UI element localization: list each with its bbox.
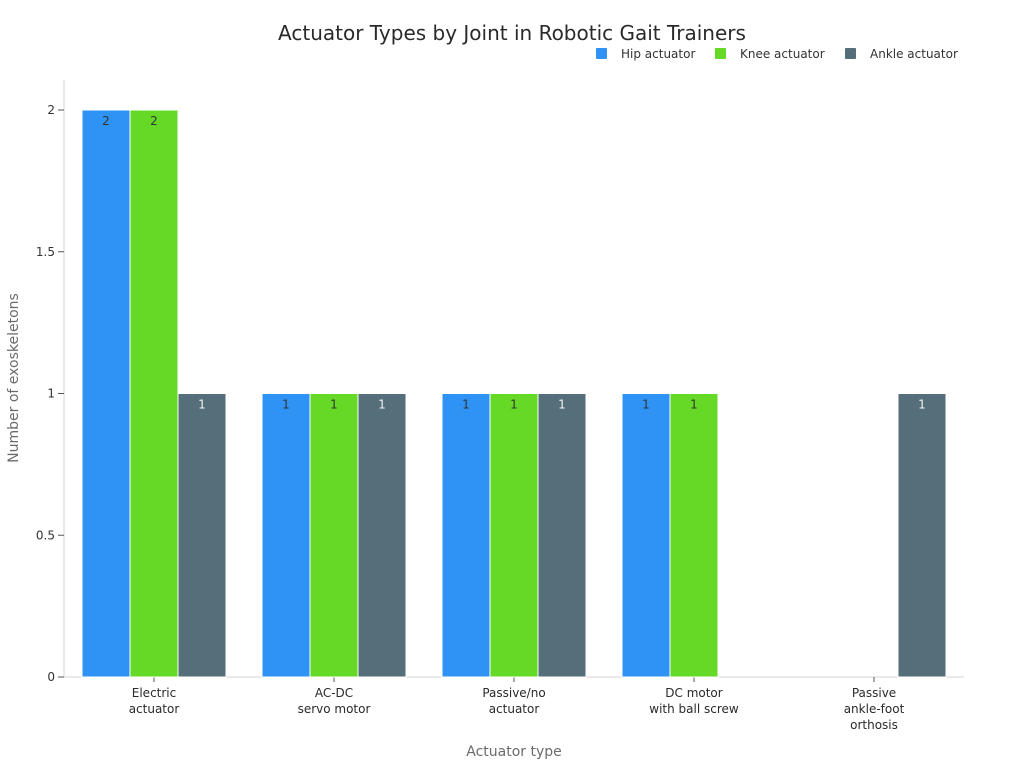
- legend-label-knee-actuator: Knee actuator: [740, 47, 825, 61]
- bar-hip-actuator: [441, 393, 491, 678]
- data-label: 1: [510, 398, 518, 412]
- data-label: 1: [642, 398, 650, 412]
- y-tick-label: 0: [47, 670, 55, 684]
- chart-title: Actuator Types by Joint in Robotic Gait …: [278, 21, 746, 45]
- data-label: 2: [102, 114, 110, 128]
- data-label: 1: [198, 398, 206, 412]
- x-tick-label: Electric actuator: [129, 686, 180, 716]
- data-label: 1: [918, 398, 926, 412]
- data-label: 1: [378, 398, 386, 412]
- bar-hip-actuator: [621, 393, 671, 678]
- x-tick-label: Passive ankle-foot orthosis: [844, 686, 905, 732]
- legend-swatch-hip-actuator: [596, 48, 607, 59]
- bar-knee-actuator: [129, 109, 179, 678]
- y-tick-label: 1: [47, 387, 55, 401]
- legend: Hip actuator Knee actuator Ankle actuator: [596, 47, 958, 61]
- bar-ankle-actuator: [897, 393, 947, 678]
- legend-label-ankle-actuator: Ankle actuator: [870, 47, 958, 61]
- data-label: 1: [330, 398, 338, 412]
- bar-knee-actuator: [309, 393, 359, 678]
- bar-knee-actuator: [489, 393, 539, 678]
- data-label: 1: [282, 398, 290, 412]
- bar-ankle-actuator: [357, 393, 407, 678]
- bar-ankle-actuator: [537, 393, 587, 678]
- legend-swatch-ankle-actuator: [845, 48, 856, 59]
- y-tick-label: 2: [47, 103, 55, 117]
- legend-label-hip-actuator: Hip actuator: [621, 47, 695, 61]
- y-tick-label: 1.5: [36, 245, 55, 259]
- plot-area: 0 0.5 1 1.5 2 Electric actuator 2 2 1 AC-DC servo m…: [36, 80, 964, 732]
- data-label: 1: [462, 398, 470, 412]
- x-tick-label: AC-DC servo motor: [298, 686, 371, 716]
- y-tick-label: 0.5: [36, 528, 55, 542]
- bar-hip-actuator: [81, 109, 131, 678]
- x-tick-label: Passive/no actuator: [482, 686, 545, 716]
- legend-swatch-knee-actuator: [715, 48, 726, 59]
- bar-knee-actuator: [669, 393, 719, 678]
- data-label: 1: [558, 398, 566, 412]
- bar-hip-actuator: [261, 393, 311, 678]
- data-label: 2: [150, 114, 158, 128]
- y-axis-title: Number of exoskeletons: [6, 293, 22, 463]
- bar-ankle-actuator: [177, 393, 227, 678]
- x-tick-label: DC motor with ball screw: [649, 686, 739, 716]
- x-axis-title: Actuator type: [466, 744, 562, 760]
- data-label: 1: [690, 398, 698, 412]
